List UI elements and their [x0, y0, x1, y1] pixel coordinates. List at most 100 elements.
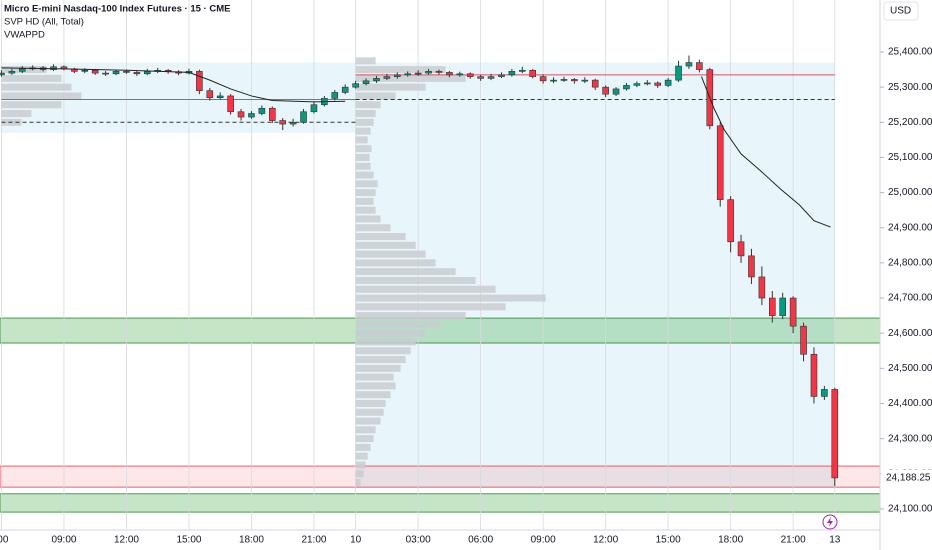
candle-body — [362, 80, 370, 84]
candle-body — [633, 83, 641, 86]
candle-body — [102, 72, 109, 75]
profile-bar — [1, 83, 72, 91]
candle-body — [654, 82, 662, 86]
x-tick-label: 12:00 — [593, 535, 618, 546]
candle-body — [643, 82, 651, 85]
candle-body — [466, 73, 474, 77]
profile-bar — [355, 224, 391, 232]
y-tick-label: 24,100.00 — [888, 504, 932, 515]
y-tick-label: 24,700.00 — [888, 293, 932, 304]
candle-body — [560, 79, 568, 81]
profile-bar — [355, 382, 396, 390]
candle-body — [258, 107, 266, 114]
candle-body — [758, 276, 766, 299]
indicator-label: SVP HD (All, Total) — [4, 17, 84, 28]
candle-body — [81, 69, 89, 72]
x-tick-label: 21:00 — [301, 535, 326, 546]
profile-bar — [355, 83, 426, 91]
candle-body — [737, 241, 745, 257]
profile-bar — [355, 329, 426, 337]
profile-bar — [355, 215, 381, 223]
background-layer — [0, 62, 881, 513]
currency[interactable]: USD — [890, 6, 911, 17]
candle-body — [748, 255, 755, 278]
price-labels: 25,400.00 25,300.00 25,200.00 25,100.00 25,0… — [880, 47, 932, 515]
candle-body — [664, 79, 672, 86]
zone — [0, 493, 881, 513]
candle-body — [310, 104, 318, 113]
profile-bar — [355, 268, 456, 276]
candle-body — [612, 88, 620, 95]
x-tick-label: 15:00 — [656, 535, 681, 546]
candle-body — [446, 72, 453, 76]
candle-body — [18, 68, 26, 72]
candle-body — [237, 111, 245, 118]
event-icon[interactable] — [822, 514, 838, 530]
candle-body — [227, 95, 234, 113]
x-tick-label: 09:00 — [531, 535, 556, 546]
profile-bar — [355, 470, 364, 478]
candle-body — [373, 78, 380, 82]
candle-body — [123, 71, 130, 73]
candle-body — [352, 83, 359, 88]
profile-bar — [355, 347, 411, 355]
profile-bar — [355, 66, 446, 74]
profile-bar — [355, 241, 416, 249]
currency-box[interactable] — [883, 1, 919, 21]
profile-bar — [355, 162, 371, 170]
candle-body — [0, 72, 5, 76]
candle-body — [821, 389, 828, 397]
x-tick-label: 03:00 — [406, 535, 431, 546]
profile-bar — [355, 127, 371, 135]
candle-body — [810, 353, 818, 397]
candle-body — [279, 120, 287, 125]
y-tick-label: 25,200.00 — [888, 117, 932, 128]
candle-body — [581, 79, 589, 82]
profile-bar — [355, 136, 368, 144]
y-tick-label: 24,800.00 — [888, 258, 932, 269]
x-tick-label: 10 — [350, 535, 362, 546]
candle-body — [779, 297, 787, 316]
marks-layer — [0, 55, 839, 487]
last-price-label: 24,188.25 — [886, 473, 931, 484]
candle-body — [675, 65, 682, 81]
profile-bar — [355, 303, 506, 311]
profile-bar — [355, 57, 376, 65]
x-tick-label: 06:00 — [468, 535, 493, 546]
candle-body — [800, 325, 807, 355]
candle-body — [518, 69, 526, 72]
profile-bar — [1, 110, 32, 118]
x-tick-label: 21:00 — [781, 535, 806, 546]
y-tick-label: 24,600.00 — [888, 328, 932, 339]
candle-body — [498, 74, 505, 77]
profile-bar — [355, 417, 381, 425]
profile-bar — [355, 399, 386, 407]
x-tick-label: 09:00 — [51, 535, 76, 546]
profile-bar — [355, 364, 401, 372]
profile-bar — [355, 426, 376, 434]
y-tick-label: 25,000.00 — [888, 187, 932, 198]
candle-body — [716, 125, 724, 200]
candle-body — [550, 79, 557, 82]
y-tick-label: 25,400.00 — [888, 47, 932, 58]
profile-bar — [355, 320, 441, 328]
zone — [0, 465, 881, 488]
y-tick-label: 25,100.00 — [888, 152, 932, 163]
candle-body — [435, 71, 443, 73]
profile-bar — [355, 435, 374, 443]
profile-bar — [355, 145, 372, 153]
candle-body — [393, 74, 401, 77]
profile-bar — [355, 443, 371, 451]
candle-body — [268, 107, 276, 121]
x-tick-label: 12:00 — [114, 535, 139, 546]
candle-body — [768, 297, 776, 316]
profile-bar — [355, 408, 384, 416]
candle-body — [8, 71, 16, 74]
profile-bar — [1, 101, 62, 109]
candle-body — [112, 71, 120, 75]
candle-body — [196, 71, 203, 91]
profile-bar — [355, 452, 368, 460]
candle-body — [685, 62, 693, 67]
